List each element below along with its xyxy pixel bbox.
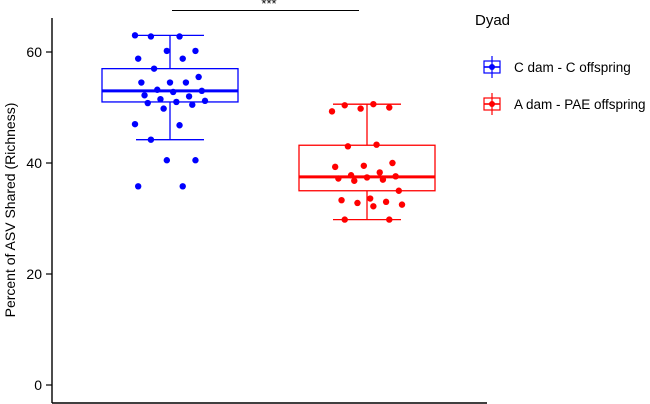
- data-point: [344, 143, 352, 150]
- data-point: [328, 108, 336, 115]
- plot-area: 0 20 40 60 ***: [26, 0, 487, 404]
- box-iqr: [101, 68, 239, 103]
- data-point: [389, 159, 396, 167]
- data-point: [370, 100, 377, 108]
- legend-item: C dam - C offspring: [483, 56, 631, 78]
- data-point: [157, 95, 164, 103]
- box-group: [101, 32, 239, 190]
- legend-title: Dyad: [475, 12, 510, 29]
- data-point: [169, 88, 177, 96]
- data-point: [370, 203, 377, 210]
- y-tick-label: 0: [34, 377, 42, 393]
- data-point: [195, 73, 202, 81]
- y-axis-ticks: 0 20 40 60: [26, 44, 52, 393]
- legend: Dyad C dam - C offspring A dam - PAE offs…: [475, 12, 646, 115]
- data-point: [198, 87, 206, 95]
- data-point: [201, 97, 209, 105]
- data-point: [173, 98, 180, 106]
- data-point: [138, 79, 145, 86]
- data-point: [163, 47, 171, 55]
- legend-items: C dam - C offspring A dam - PAE offspring: [483, 56, 646, 115]
- data-point: [134, 183, 142, 190]
- data-point: [395, 187, 403, 194]
- data-point: [147, 136, 155, 143]
- y-tick-label: 40: [26, 155, 42, 171]
- data-point: [179, 55, 186, 62]
- data-point: [182, 79, 190, 86]
- data-point: [382, 198, 390, 206]
- box-iqr: [298, 144, 436, 192]
- data-point: [363, 174, 371, 181]
- data-point: [163, 157, 171, 164]
- data-point: [131, 32, 139, 39]
- data-point: [154, 86, 161, 93]
- data-point: [176, 122, 183, 129]
- data-point: [147, 33, 155, 40]
- data-point: [185, 93, 193, 100]
- data-point: [360, 162, 368, 169]
- data-point: [338, 196, 345, 204]
- box-group: [298, 100, 436, 223]
- y-tick-label: 60: [26, 44, 42, 60]
- data-point: [354, 199, 361, 207]
- data-point: [331, 163, 339, 171]
- data-point: [134, 55, 142, 62]
- data-point: [335, 175, 342, 182]
- data-point: [379, 176, 387, 183]
- data-point: [341, 216, 348, 223]
- y-axis-label: Percent of ASV Shared (Richness): [2, 103, 18, 318]
- data-point: [386, 216, 393, 223]
- data-point: [373, 141, 380, 148]
- data-point: [341, 102, 348, 109]
- data-point: [189, 101, 196, 108]
- data-point: [179, 183, 186, 190]
- data-point: [131, 120, 139, 128]
- legend-label: C dam - C offspring: [514, 60, 631, 75]
- data-point: [141, 92, 148, 99]
- y-tick-label: 20: [26, 266, 42, 282]
- data-point: [386, 104, 393, 111]
- data-point: [398, 201, 406, 208]
- box-groups: [101, 32, 436, 223]
- data-point: [160, 105, 167, 112]
- data-point: [192, 157, 199, 164]
- data-point: [351, 177, 358, 184]
- legend-key-point: [489, 64, 495, 70]
- legend-key-point: [489, 101, 495, 107]
- significance-bracket: ***: [172, 0, 359, 11]
- data-point: [392, 173, 399, 180]
- data-point: [347, 172, 355, 179]
- data-point: [376, 169, 383, 176]
- data-point: [192, 47, 199, 55]
- data-point: [176, 33, 183, 40]
- data-point: [357, 105, 364, 112]
- legend-item: A dam - PAE offspring: [483, 93, 646, 115]
- data-point: [150, 65, 158, 72]
- data-point: [144, 99, 151, 107]
- legend-label: A dam - PAE offspring: [514, 97, 646, 112]
- data-point: [166, 79, 174, 86]
- data-point: [366, 195, 374, 202]
- significance-label: ***: [261, 0, 276, 11]
